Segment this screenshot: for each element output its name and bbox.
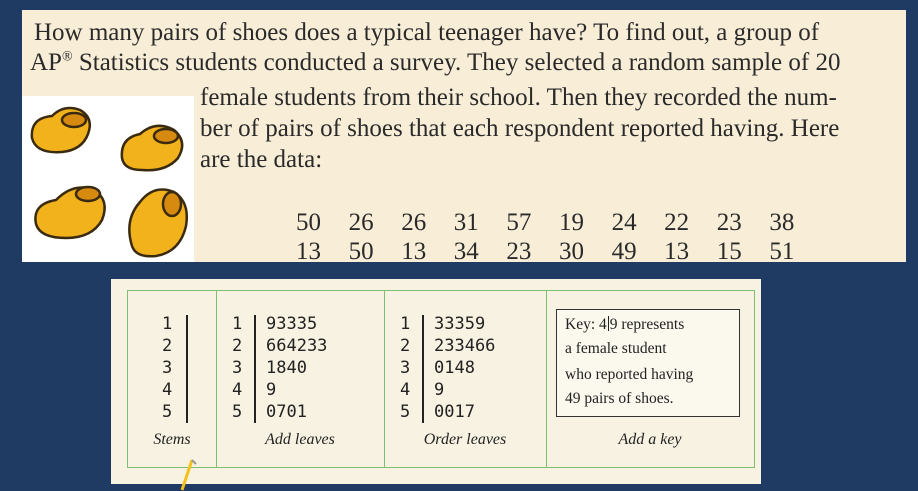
key-line-1-post: 9 represents bbox=[609, 316, 685, 333]
pen-cursor-icon bbox=[180, 459, 197, 491]
data-value: 13 bbox=[401, 238, 427, 265]
stem-value: 1 bbox=[400, 314, 411, 334]
stem-value: 3 bbox=[232, 358, 243, 378]
unordered-leaves: 93335 664233 1840 9 0701 bbox=[266, 313, 327, 423]
data-value: 13 bbox=[664, 238, 690, 265]
paragraph-line-2-rest: Statistics students conducted a survey. … bbox=[72, 49, 841, 76]
data-value: 57 bbox=[506, 209, 532, 236]
leaf-row: 9 bbox=[266, 380, 277, 400]
leaf-row: 664233 bbox=[266, 336, 328, 356]
stem-value: 2 bbox=[162, 336, 173, 356]
data-value: 50 bbox=[348, 238, 374, 265]
data-value: 23 bbox=[506, 238, 532, 265]
key-line-1-pre: Key: 4 bbox=[565, 316, 607, 333]
stem-value: 3 bbox=[400, 358, 411, 378]
stem-value: 5 bbox=[400, 402, 411, 422]
ordered-leaves: 33359 233466 0148 9 0017 bbox=[434, 313, 495, 423]
data-value: 31 bbox=[453, 209, 479, 236]
stem-divider bbox=[422, 315, 424, 423]
data-value: 26 bbox=[348, 209, 374, 236]
leaf-row: 0701 bbox=[266, 402, 307, 422]
leaf-row: 0148 bbox=[434, 358, 475, 378]
key-divider bbox=[607, 316, 609, 331]
stem-divider bbox=[254, 315, 256, 423]
stem-value: 5 bbox=[162, 402, 173, 422]
shoe-illustration bbox=[22, 96, 194, 262]
stem-value: 2 bbox=[400, 336, 411, 356]
data-value: 13 bbox=[296, 238, 321, 265]
key-line-2: a female student bbox=[565, 340, 667, 357]
data-value: 24 bbox=[611, 209, 637, 236]
shoes-icon bbox=[30, 106, 188, 258]
paragraph-line-3: female students from their school. Then … bbox=[200, 84, 837, 111]
paragraph-line-5: are the data: bbox=[200, 146, 323, 173]
paragraph-line-1: How many pairs of shoes does a typical t… bbox=[34, 19, 820, 46]
stem-value: 3 bbox=[162, 358, 173, 378]
add-key-caption: Add a key bbox=[618, 431, 682, 448]
data-row-1: 50 26 26 31 57 19 24 22 23 38 bbox=[296, 210, 822, 235]
stem-value: 4 bbox=[232, 380, 243, 400]
stem-divider bbox=[186, 315, 188, 423]
stem-value: 2 bbox=[232, 336, 243, 356]
leaf-row: 0017 bbox=[434, 402, 475, 422]
paragraph-line-2: AP® Statistics students conducted a surv… bbox=[30, 50, 840, 75]
data-value: 50 bbox=[296, 209, 321, 236]
stem-value: 4 bbox=[162, 380, 173, 400]
data-value: 15 bbox=[716, 238, 742, 265]
stem-value: 1 bbox=[162, 314, 173, 334]
stem-value: 4 bbox=[400, 380, 411, 400]
leaf-row: 233466 bbox=[434, 336, 496, 356]
ap-text: AP bbox=[30, 49, 62, 76]
registered-mark: ® bbox=[61, 49, 73, 65]
paragraph-line-4: ber of pairs of shoes that each responde… bbox=[200, 115, 840, 142]
stems-caption: Stems bbox=[153, 431, 191, 448]
order-leaves-caption: Order leaves bbox=[423, 431, 507, 448]
data-value: 26 bbox=[401, 209, 427, 236]
stem-value: 1 bbox=[232, 314, 243, 334]
leaf-row: 33359 bbox=[434, 314, 486, 334]
add-leaves-caption: Add leaves bbox=[265, 431, 335, 448]
data-value: 19 bbox=[558, 209, 584, 236]
leaf-row: 93335 bbox=[266, 314, 318, 334]
data-value: 51 bbox=[769, 238, 795, 265]
data-row-2: 13 50 13 34 23 30 49 13 15 51 bbox=[296, 239, 822, 264]
data-value: 34 bbox=[453, 238, 479, 265]
data-value: 30 bbox=[558, 238, 584, 265]
leaf-row: 1840 bbox=[266, 358, 307, 378]
data-value: 49 bbox=[611, 238, 637, 265]
data-value: 22 bbox=[664, 209, 690, 236]
data-value: 38 bbox=[769, 209, 795, 236]
leaf-row: 9 bbox=[434, 380, 445, 400]
stem-value: 5 bbox=[232, 402, 243, 422]
data-value: 23 bbox=[716, 209, 742, 236]
key-line-4: 49 pairs of shoes. bbox=[565, 390, 674, 407]
key-line-3: who reported having bbox=[565, 366, 694, 383]
